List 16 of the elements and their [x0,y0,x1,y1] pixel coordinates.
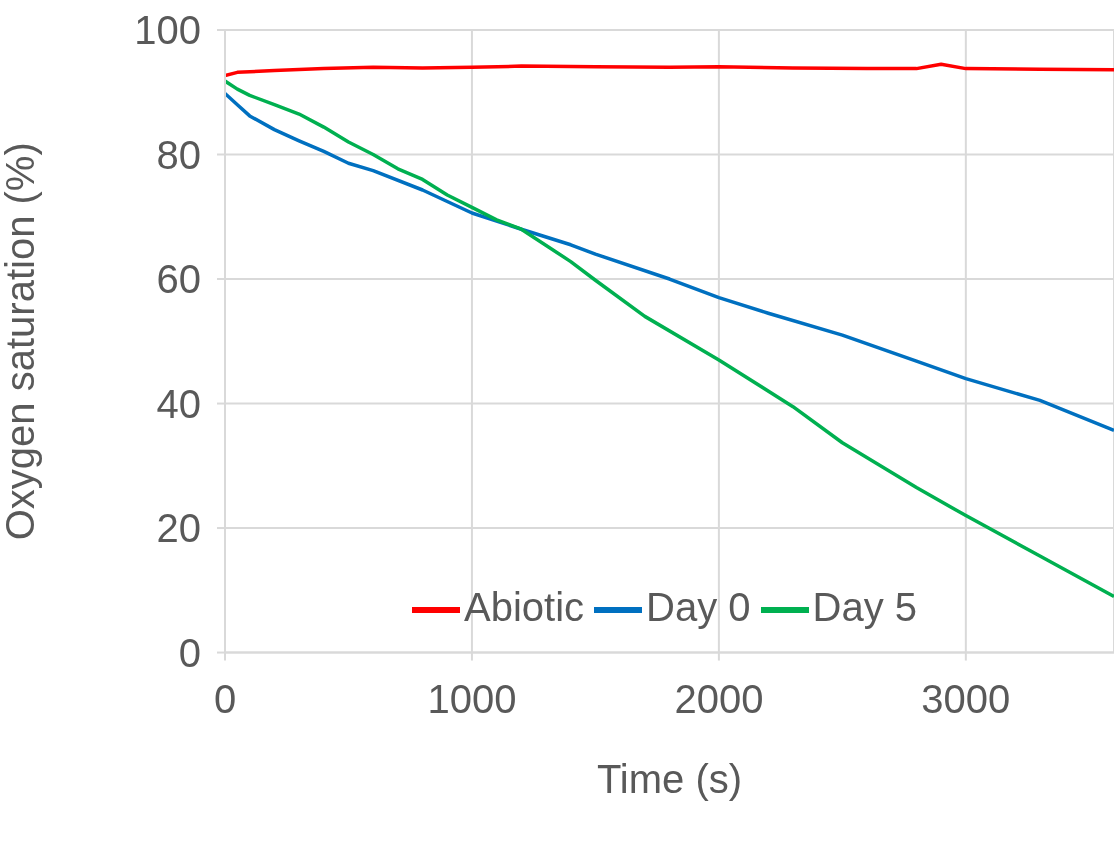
x-tick-label: 2000 [674,676,764,721]
y-tick-label: 0 [178,630,201,675]
legend-label: Day 5 [812,585,918,629]
y-tick-label: 60 [156,257,201,302]
x-tick-label: 1000 [427,676,517,721]
legend-label: Abiotic [463,585,585,629]
legend-label: Day 0 [646,585,751,629]
y-tick-label: 100 [134,8,201,53]
line-series [225,62,1114,78]
y-tick-label: 40 [156,381,201,426]
x-tick-label: 0 [213,676,237,721]
x-axis-title: Time (s) [596,756,743,801]
x-tick-label: 3000 [921,676,1011,721]
y-tick-label: 80 [156,132,201,177]
y-axis-title: Oxygen saturation (%) [0,142,43,541]
y-tick-label: 20 [156,506,201,551]
